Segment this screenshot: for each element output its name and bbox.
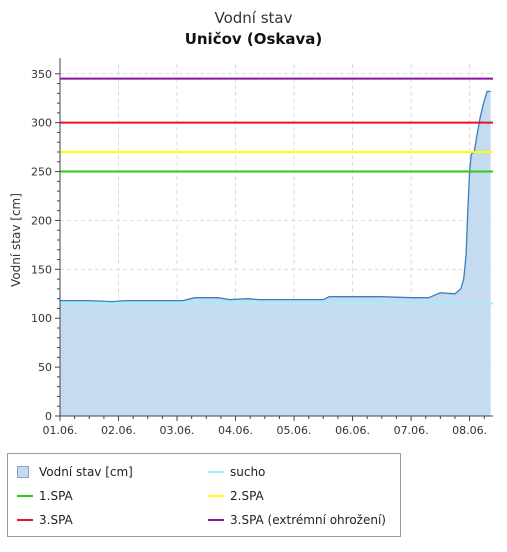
y-tick-label: 350 bbox=[31, 68, 52, 81]
y-tick-label: 150 bbox=[31, 263, 52, 276]
x-tick-label: 03.06. bbox=[160, 424, 195, 437]
x-tick-label: 08.06. bbox=[452, 424, 487, 437]
y-tick-label: 50 bbox=[38, 361, 52, 374]
legend-swatch-line bbox=[208, 519, 224, 521]
y-axis-label: Vodní stav [cm] bbox=[9, 193, 23, 287]
legend-swatch-line bbox=[17, 519, 33, 521]
legend-swatch-line bbox=[208, 495, 224, 497]
legend-label: Vodní stav [cm] bbox=[39, 465, 133, 479]
y-tick-label: 250 bbox=[31, 166, 52, 179]
series-area-fill bbox=[60, 91, 491, 417]
legend-swatch-line bbox=[17, 495, 33, 497]
chart-subtitle: Uničov (Oskava) bbox=[184, 30, 323, 48]
water-level-chart: 0 50 100 150 200 250 300 350 01.06. 02.06. 03.06. 0… bbox=[9, 58, 493, 437]
legend-label: 1.SPA bbox=[39, 489, 73, 503]
x-tick-label: 02.06. bbox=[101, 424, 136, 437]
y-tick-label: 300 bbox=[31, 117, 52, 130]
y-tick-label: 0 bbox=[45, 410, 52, 423]
legend-swatch-area bbox=[17, 466, 29, 478]
legend-label: 3.SPA (extrémní ohrožení) bbox=[230, 513, 386, 527]
legend-label: sucho bbox=[230, 465, 266, 479]
legend-label: 2.SPA bbox=[230, 489, 264, 503]
legend-swatch-line bbox=[208, 471, 224, 473]
x-tick-label: 05.06. bbox=[277, 424, 312, 437]
chart-title: Vodní stav bbox=[214, 9, 293, 27]
x-tick-label: 07.06. bbox=[394, 424, 429, 437]
y-tick-label: 100 bbox=[31, 312, 52, 325]
y-tick-label: 200 bbox=[31, 214, 52, 227]
x-tick-label: 04.06. bbox=[218, 424, 253, 437]
legend-label: 3.SPA bbox=[39, 513, 73, 527]
x-tick-label: 01.06. bbox=[43, 424, 78, 437]
x-tick-label: 06.06. bbox=[335, 424, 370, 437]
chart-legend: Vodní stav [cm] sucho 1.SPA 2.SPA 3.SPA 3.SPA… bbox=[7, 453, 401, 537]
